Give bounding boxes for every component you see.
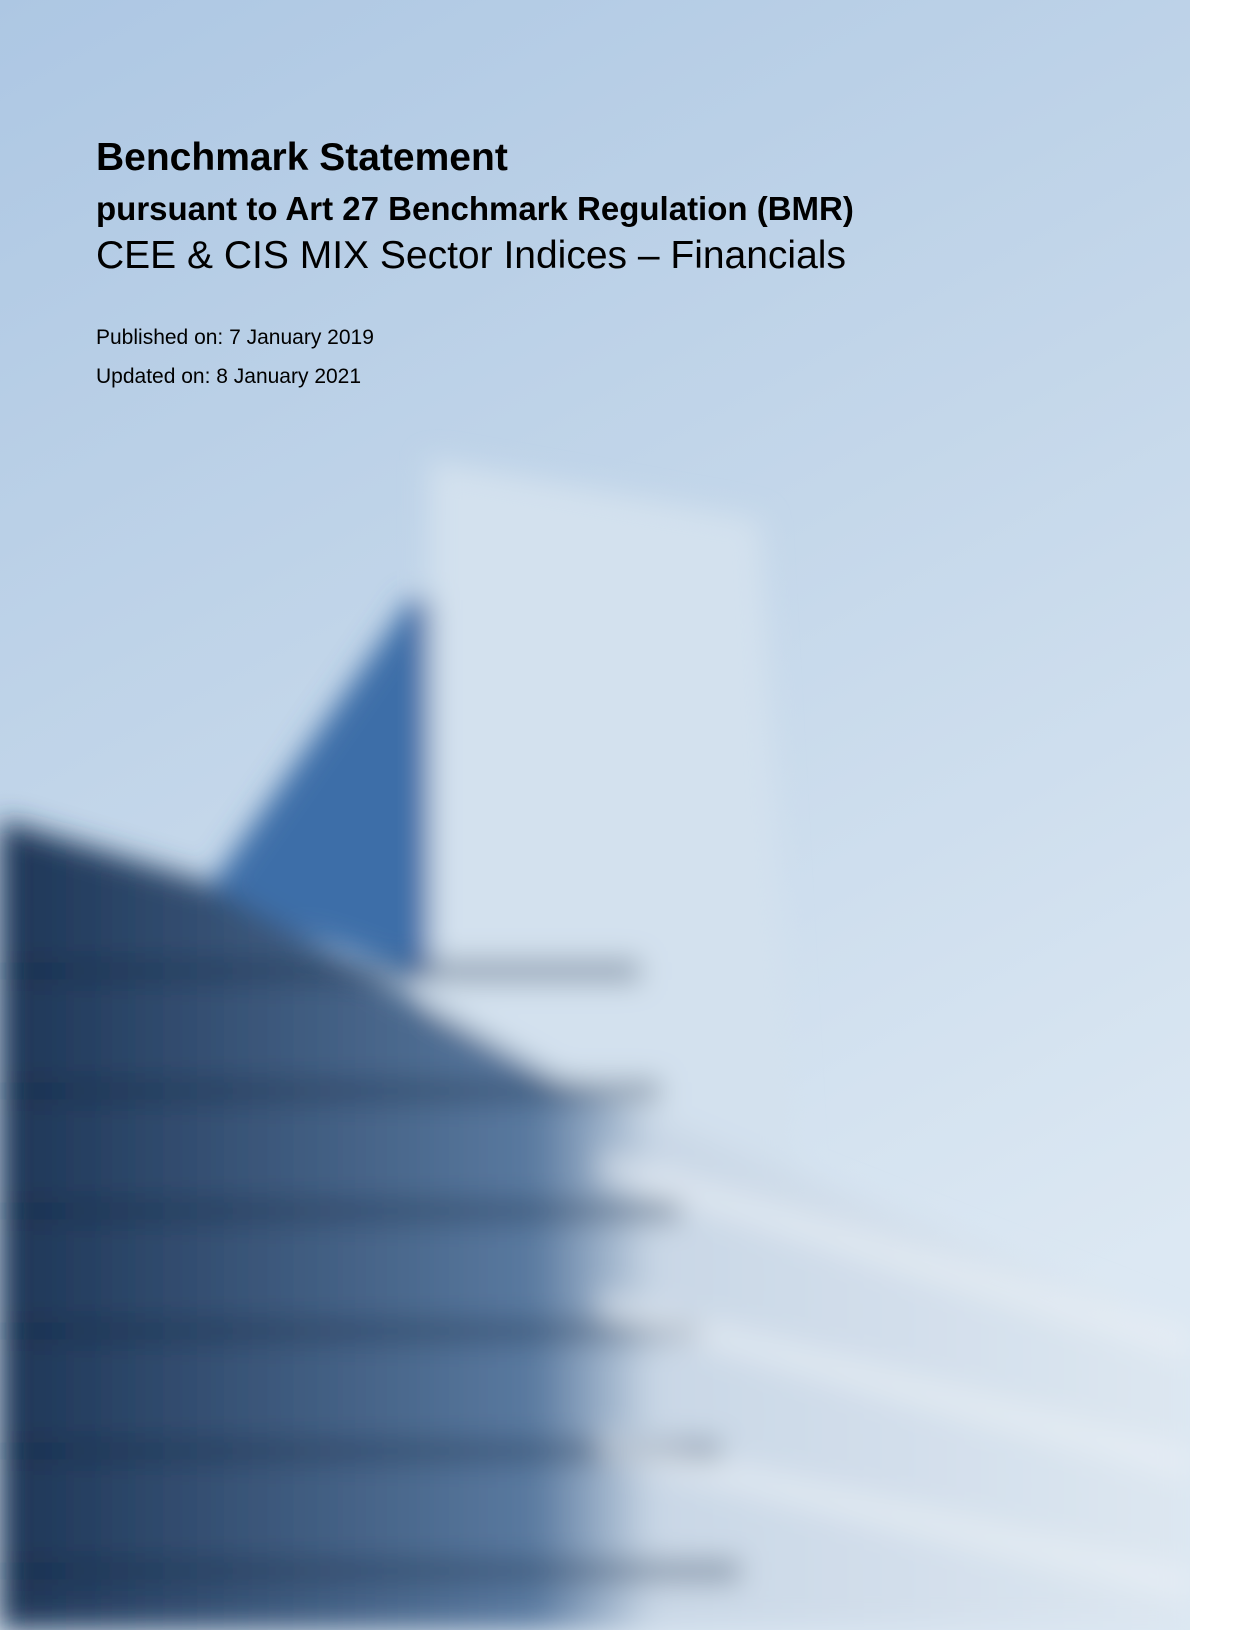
published-date: Published on: 7 January 2019 [96,326,374,349]
subtitle: pursuant to Art 27 Benchmark Regulation … [96,190,854,227]
background-photo [0,0,1190,1630]
cover-image: Benchmark Statement pursuant to Art 27 B… [0,0,1190,1630]
index-name: CEE & CIS MIX Sector Indices – Financial… [96,234,846,277]
updated-date: Updated on: 8 January 2021 [96,365,362,388]
title: Benchmark Statement [96,136,508,179]
